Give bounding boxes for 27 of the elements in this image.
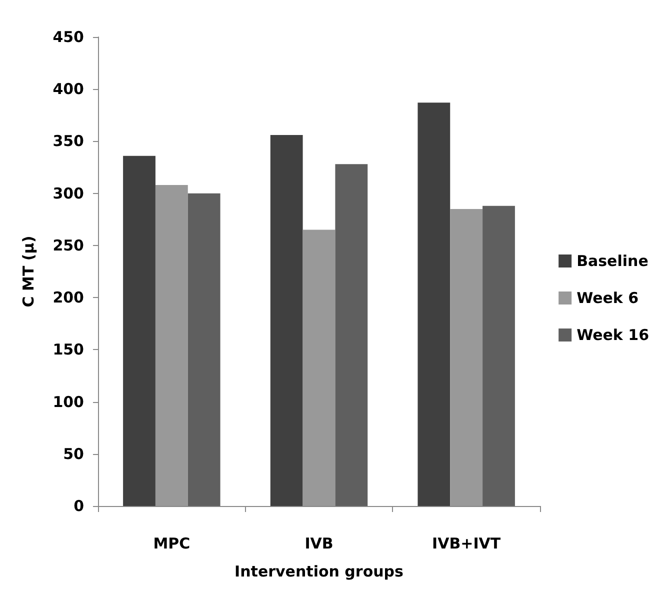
bar — [418, 102, 450, 506]
x-axis-title: Intervention groups — [234, 562, 404, 580]
y-tick-label: 200 — [52, 288, 84, 307]
y-tick-label: 300 — [52, 184, 84, 202]
bar — [335, 164, 368, 506]
y-tick-label: 100 — [52, 392, 84, 411]
bar — [302, 230, 336, 506]
y-tick-label: 350 — [52, 132, 84, 150]
bar — [270, 134, 303, 506]
legend-label: Baseline — [576, 252, 648, 270]
y-tick-label: 50 — [63, 444, 84, 463]
y-tick-label: 450 — [52, 28, 84, 46]
y-tick-label: 150 — [52, 340, 84, 359]
x-tick-label: IVB — [304, 534, 334, 552]
y-tick-label: 250 — [52, 236, 84, 254]
legend-label: Week 6 — [576, 289, 639, 307]
x-tick-label: MPC — [153, 534, 190, 552]
legend-label: Week 16 — [576, 326, 650, 344]
bar — [123, 156, 156, 506]
y-tick-label: 400 — [52, 80, 84, 98]
y-axis-title: C MT (μ) — [20, 236, 38, 308]
bar — [482, 206, 515, 506]
bar — [188, 193, 220, 506]
bar — [155, 184, 188, 506]
bar — [450, 208, 483, 506]
y-tick-label: 0 — [74, 497, 84, 515]
x-tick-label: IVB+IVT — [432, 534, 502, 552]
